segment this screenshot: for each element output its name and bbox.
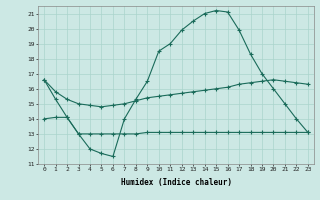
X-axis label: Humidex (Indice chaleur): Humidex (Indice chaleur) — [121, 178, 231, 187]
